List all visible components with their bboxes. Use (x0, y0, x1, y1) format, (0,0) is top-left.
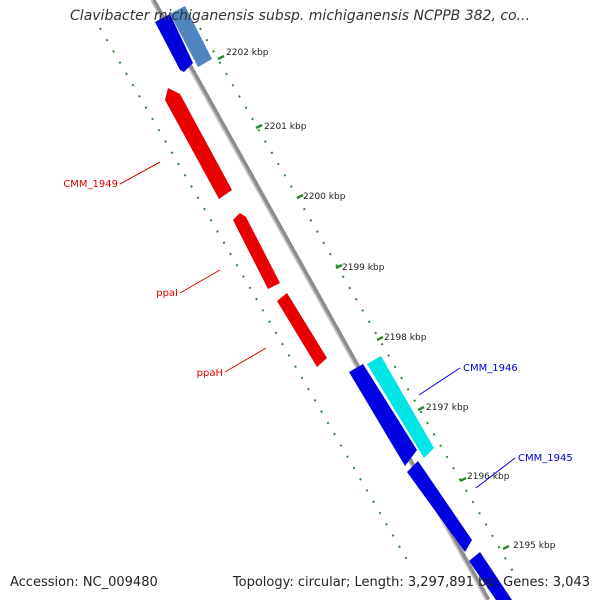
label-cmm-1946[interactable]: CMM_1946 (463, 363, 518, 374)
label-cmm-1949[interactable]: CMM_1949 (63, 179, 118, 190)
accession-text: Accession: NC_009480 (10, 575, 158, 590)
gene-top-steelblue[interactable] (170, 6, 212, 67)
leader-ppai (179, 269, 221, 294)
tick-marks (217, 54, 510, 551)
tick-label-2197: 2197 kbp (426, 403, 469, 413)
gene-ppai-arrow[interactable] (233, 213, 280, 289)
gene-top-blue[interactable] (155, 14, 193, 72)
map-title: Clavibacter michiganensis subsp. michiga… (70, 8, 530, 24)
tick-label-2198: 2198 kbp (384, 333, 427, 343)
tick-label-2196: 2196 kbp (467, 472, 510, 482)
genome-stats-text: Topology: circular; Length: 3,297,891 bp… (232, 575, 590, 590)
gene-cmm-1945-arrow[interactable] (407, 461, 472, 552)
gene-cmm-1946-highlight[interactable] (367, 356, 434, 458)
gene-ppah-arrow[interactable] (277, 293, 327, 367)
leader-cmm-1949 (119, 161, 161, 185)
label-cmm-1945[interactable]: CMM_1945 (518, 453, 573, 464)
leader-ppah (224, 347, 267, 373)
leader-cmm-1945 (475, 457, 516, 489)
tick-label-2195: 2195 kbp (513, 541, 556, 551)
gc-track-right (199, 27, 516, 576)
tick-label-2200: 2200 kbp (303, 192, 346, 202)
leader-cmm-1946 (418, 367, 461, 396)
gene-bottom-blue[interactable] (469, 552, 512, 600)
gc-track-left (99, 27, 411, 566)
label-ppah[interactable]: ppaH (197, 368, 223, 379)
tick-label-2199: 2199 kbp (342, 263, 385, 273)
label-ppai[interactable]: ppaI (156, 288, 178, 299)
tick-label-2201: 2201 kbp (264, 122, 307, 132)
gene-cmm-1949-arrow[interactable] (165, 88, 232, 199)
tick-label-2202: 2202 kbp (226, 48, 269, 58)
gene-cmm-1946-arrow[interactable] (349, 364, 417, 466)
